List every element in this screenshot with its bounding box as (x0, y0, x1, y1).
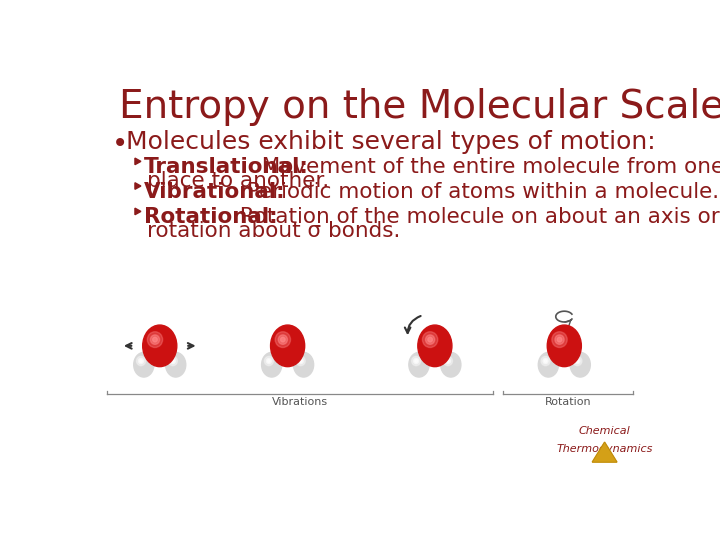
Ellipse shape (143, 325, 177, 367)
Text: Entropy on the Molecular Scale: Entropy on the Molecular Scale (120, 88, 720, 126)
Ellipse shape (444, 356, 453, 366)
Ellipse shape (170, 358, 176, 364)
Ellipse shape (300, 360, 302, 362)
Ellipse shape (171, 360, 174, 362)
Ellipse shape (570, 353, 590, 377)
Ellipse shape (150, 335, 160, 345)
Ellipse shape (547, 325, 581, 367)
Ellipse shape (426, 335, 435, 345)
Ellipse shape (418, 325, 452, 367)
Ellipse shape (140, 360, 143, 362)
Ellipse shape (428, 338, 433, 342)
Ellipse shape (137, 356, 145, 366)
Ellipse shape (555, 335, 564, 345)
Polygon shape (135, 158, 141, 165)
Ellipse shape (294, 353, 314, 377)
Text: Translational:: Translational: (144, 157, 309, 177)
Ellipse shape (539, 353, 559, 377)
Text: Molecules exhibit several types of motion:: Molecules exhibit several types of motio… (126, 130, 655, 154)
Text: Vibrations: Vibrations (272, 397, 328, 408)
Ellipse shape (296, 356, 305, 366)
Ellipse shape (278, 335, 287, 345)
Ellipse shape (557, 338, 562, 342)
Ellipse shape (543, 358, 548, 364)
Ellipse shape (541, 356, 550, 366)
Text: Rotation of the molecule on about an axis or: Rotation of the molecule on about an axi… (225, 207, 719, 227)
Ellipse shape (446, 360, 449, 362)
Ellipse shape (148, 332, 163, 348)
Ellipse shape (281, 338, 285, 342)
Ellipse shape (168, 356, 177, 366)
Polygon shape (593, 442, 617, 462)
Ellipse shape (423, 332, 438, 348)
Ellipse shape (271, 325, 305, 367)
Ellipse shape (166, 353, 186, 377)
Text: Vibrational:: Vibrational: (144, 182, 285, 202)
Text: place to another.: place to another. (147, 171, 329, 191)
Ellipse shape (138, 358, 144, 364)
Ellipse shape (268, 360, 270, 362)
Text: rotation about σ bonds.: rotation about σ bonds. (147, 221, 400, 241)
Ellipse shape (264, 356, 274, 366)
Text: Rotation: Rotation (544, 397, 591, 408)
Ellipse shape (412, 356, 420, 366)
Ellipse shape (266, 358, 271, 364)
Ellipse shape (544, 360, 547, 362)
Text: •: • (112, 130, 128, 158)
Ellipse shape (576, 360, 579, 362)
Ellipse shape (298, 358, 303, 364)
Ellipse shape (413, 358, 419, 364)
Ellipse shape (261, 353, 282, 377)
Ellipse shape (575, 358, 580, 364)
Ellipse shape (573, 356, 582, 366)
Text: Thermodynamics: Thermodynamics (557, 444, 653, 454)
Text: Periodic motion of atoms within a molecule.: Periodic motion of atoms within a molecu… (233, 182, 719, 202)
Ellipse shape (552, 332, 567, 348)
Ellipse shape (441, 353, 461, 377)
Text: Movement of the entire molecule from one: Movement of the entire molecule from one (248, 157, 720, 177)
Ellipse shape (445, 358, 451, 364)
Ellipse shape (275, 332, 291, 348)
Text: Chemical: Chemical (579, 426, 631, 436)
Polygon shape (135, 183, 141, 190)
Ellipse shape (409, 353, 429, 377)
Ellipse shape (134, 353, 154, 377)
Polygon shape (135, 208, 141, 215)
Ellipse shape (153, 338, 157, 342)
Text: Rotational:: Rotational: (144, 207, 277, 227)
Ellipse shape (415, 360, 418, 362)
